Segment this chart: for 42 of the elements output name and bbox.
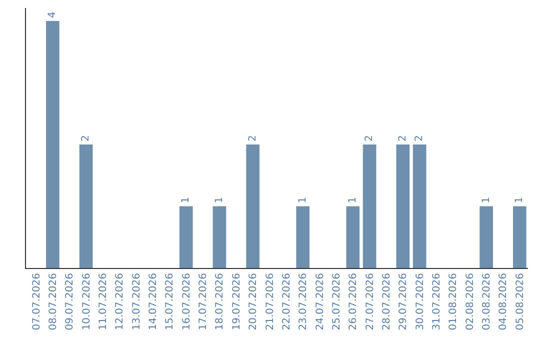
x-tick-label: 11.07.2026 [98,273,109,330]
data-label: 1 [180,196,192,204]
data-label: 1 [297,196,308,204]
x-tick-label: 28.07.2026 [381,273,392,330]
x-tick-label: 18.07.2026 [214,273,226,330]
x-tick-label: 22.07.2026 [281,273,292,330]
x-tick-label: 27.07.2026 [364,273,376,330]
x-tick-label: 19.07.2026 [231,273,242,330]
x-tick-label: 10.07.2026 [81,273,92,330]
data-label: 2 [397,135,408,142]
data-label: 2 [247,135,258,142]
x-tick-label: 03.08.2026 [482,273,493,330]
x-tick-label: 12.07.2026 [114,273,126,330]
x-tick-label: 24.07.2026 [314,273,326,330]
data-label: 2 [80,135,92,142]
x-tick-label: 07.07.2026 [31,273,42,330]
data-label: 2 [364,135,376,142]
data-label: 2 [414,135,426,142]
x-tick-label: 04.08.2026 [498,273,510,330]
data-label: 1 [214,196,225,204]
x-tick-label: 20.07.2026 [248,273,260,330]
x-tick-label: 01.08.2026 [448,273,460,330]
x-tick-label: 25.07.2026 [331,273,342,330]
x-tick-label: 09.07.2026 [64,273,76,330]
x-tick-label: 29.07.2026 [398,273,410,330]
x-tick-label: 08.07.2026 [48,273,59,330]
x-tick-label: 31.07.2026 [432,273,443,330]
x-tick-label: 14.07.2026 [148,273,159,330]
x-tick-label: 15.07.2026 [164,273,176,330]
x-tick-label: 13.07.2026 [131,273,142,330]
data-label: 1 [514,196,526,204]
data-label: 1 [347,196,358,204]
x-tick-label: 30.07.2026 [414,273,426,330]
x-tick-label: 17.07.2026 [198,273,210,330]
x-tick-label: 21.07.2026 [264,273,276,330]
x-tick-label: 16.07.2026 [181,273,192,330]
data-label: 4 [47,12,58,18]
x-tick-label: 26.07.2026 [348,273,360,330]
x-tick-label: 05.08.2026 [514,273,526,330]
data-label: 1 [480,196,492,204]
x-tick-label: 02.08.2026 [464,273,476,330]
x-tick-label: 23.07.2026 [298,273,310,330]
